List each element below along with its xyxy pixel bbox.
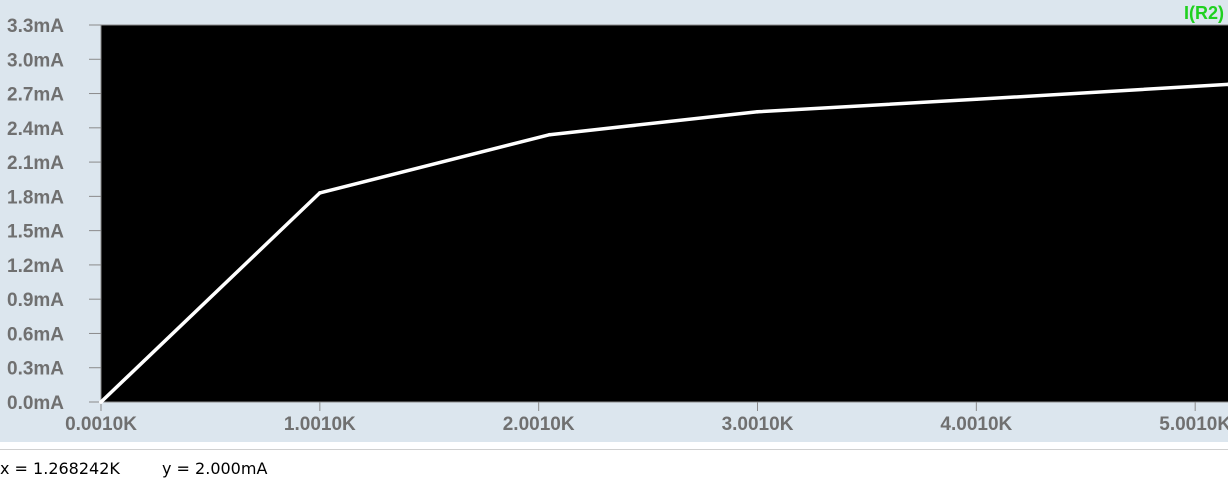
x-tick-label: 5.0010K bbox=[1159, 414, 1228, 435]
y-tick-label: 1.2mA bbox=[7, 256, 64, 277]
x-tick-label: 0.0010K bbox=[65, 414, 137, 435]
cursor-y-readout: y = 2.000mA bbox=[162, 459, 268, 478]
y-tick-label: 0.3mA bbox=[7, 359, 64, 380]
cursor-x-readout: x = 1.268242K bbox=[0, 459, 120, 478]
series-line bbox=[99, 82, 1228, 404]
y-tick-label: 2.7mA bbox=[7, 85, 64, 106]
data-point bbox=[318, 191, 322, 195]
status-bar: x = 1.268242K y = 2.000mA bbox=[0, 449, 1228, 479]
y-tick-label: 3.0mA bbox=[7, 50, 64, 71]
data-point bbox=[755, 110, 760, 114]
y-tick-label: 2.4mA bbox=[7, 119, 64, 140]
series-layer bbox=[99, 82, 1228, 404]
y-tick-label: 2.1mA bbox=[7, 153, 64, 174]
plot-pane[interactable]: 0.0mA 0.3mA 0.6mA 0.9mA 1.2mA 1.5mA 1.8mA 2.1mA… bbox=[0, 0, 1228, 442]
x-tick-label: 1.0010K bbox=[284, 414, 356, 435]
y-tick-label: 3.3mA bbox=[7, 16, 64, 37]
y-axis: 0.0mA 0.3mA 0.6mA 0.9mA 1.2mA 1.5mA 1.8mA 2.1mA… bbox=[7, 16, 101, 414]
x-tick-label: 3.0010K bbox=[722, 414, 794, 435]
legend: I(R2) bbox=[1184, 3, 1224, 23]
y-tick-label: 0.9mA bbox=[7, 290, 64, 311]
x-tick-label: 2.0010K bbox=[503, 414, 575, 435]
y-tick-label: 0.0mA bbox=[7, 393, 64, 414]
y-tick-label: 0.6mA bbox=[7, 324, 64, 345]
plot-area[interactable] bbox=[101, 25, 1228, 402]
data-point bbox=[974, 97, 979, 102]
data-point bbox=[547, 132, 552, 137]
axes bbox=[100, 24, 1228, 403]
data-point bbox=[99, 400, 103, 404]
x-tick-label: 4.0010K bbox=[940, 414, 1012, 435]
y-tick-label: 1.8mA bbox=[7, 187, 64, 208]
y-tick-label: 1.5mA bbox=[7, 222, 64, 243]
x-axis: 0.0010K 1.0010K 2.0010K 3.0010K 4.0010K 5.001… bbox=[65, 402, 1228, 435]
plot-window: 0.0mA 0.3mA 0.6mA 0.9mA 1.2mA 1.5mA 1.8mA 2.1mA… bbox=[0, 0, 1228, 442]
series-name-label[interactable]: I(R2) bbox=[1184, 3, 1224, 23]
